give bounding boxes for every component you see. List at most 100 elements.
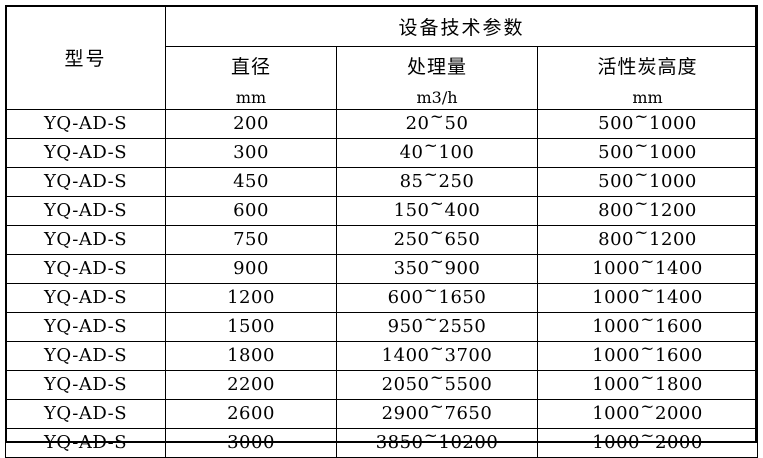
cell-carbon-height: 1000~1400 — [536, 282, 759, 313]
table-row: YQ-AD-S 3000 3850~10200 1000~2000 — [5, 427, 759, 458]
table-body: 型号 设备技术参数 直径 mm 处理量 m3/h 活性炭高度 mm YQ-AD-… — [5, 5, 759, 458]
cell-diameter: 1500 — [165, 312, 337, 342]
header-row-sub: 直径 mm 处理量 m3/h 活性炭高度 mm — [6, 46, 759, 110]
cell-flow-min: 2900 — [381, 403, 430, 424]
cell-flow-max: 50 — [444, 113, 469, 134]
cell-flow: 250~650 — [336, 224, 538, 255]
cell-diameter: 1800 — [165, 341, 337, 371]
cell-flow-max: 10200 — [438, 432, 499, 453]
table-row: YQ-AD-S 450 85~250 500~1000 — [5, 166, 759, 197]
cell-flow: 2900~7650 — [336, 398, 538, 429]
cell-carbon-height-max: 1800 — [655, 374, 703, 395]
cell-carbon-height-max: 1600 — [655, 345, 703, 366]
cell-model: YQ-AD-S — [5, 370, 166, 400]
cell-flow-max: 2550 — [438, 316, 487, 337]
cell-model: YQ-AD-S — [5, 109, 166, 139]
cell-carbon-height-min: 1000 — [592, 345, 640, 366]
cell-diameter: 450 — [165, 167, 337, 197]
cell-diameter: 2600 — [165, 399, 337, 429]
cell-model: YQ-AD-S — [5, 312, 166, 342]
cell-carbon-height-max: 2000 — [655, 432, 703, 453]
cell-flow: 40~100 — [336, 137, 538, 168]
table-row: YQ-AD-S 1500 950~2550 1000~1600 — [5, 311, 759, 342]
table-row: YQ-AD-S 200 20~50 500~1000 — [5, 108, 759, 139]
cell-flow-max: 1650 — [438, 287, 487, 308]
cell-flow: 85~250 — [336, 166, 538, 197]
cell-carbon-height: 1000~1600 — [536, 340, 759, 371]
table-row: YQ-AD-S 750 250~650 800~1200 — [5, 224, 759, 255]
cell-flow-max: 650 — [444, 229, 481, 250]
table-row: YQ-AD-S 2200 2050~5500 1000~1800 — [5, 369, 759, 400]
column-header-carbon-height-name: 活性炭高度 — [597, 55, 698, 78]
cell-flow-max: 400 — [444, 200, 481, 221]
cell-flow: 3850~10200 — [336, 427, 538, 458]
column-header-flow-unit: m3/h — [416, 87, 458, 107]
column-header-model: 型号 — [5, 5, 166, 110]
cell-carbon-height-min: 500 — [598, 113, 635, 134]
cell-flow-min: 250 — [393, 229, 430, 250]
table-row: YQ-AD-S 2600 2900~7650 1000~2000 — [5, 398, 759, 429]
cell-carbon-height-max: 1000 — [649, 171, 697, 192]
cell-carbon-height: 1000~1400 — [536, 253, 759, 284]
cell-carbon-height-min: 1000 — [592, 374, 640, 395]
cell-flow-min: 85 — [399, 171, 424, 192]
cell-diameter: 1200 — [165, 283, 337, 313]
cell-flow-min: 2050 — [381, 374, 430, 395]
cell-carbon-height-min: 1000 — [592, 258, 640, 279]
cell-diameter: 900 — [165, 254, 337, 284]
cell-flow-max: 5500 — [444, 374, 493, 395]
cell-flow-min: 1400 — [381, 345, 430, 366]
column-header-diameter-name: 直径 — [230, 55, 271, 78]
column-header-group-title: 设备技术参数 — [164, 5, 759, 47]
cell-carbon-height: 500~1000 — [536, 137, 759, 168]
cell-model: YQ-AD-S — [5, 196, 166, 226]
cell-diameter: 200 — [165, 109, 337, 139]
cell-carbon-height-max: 1000 — [649, 113, 697, 134]
column-header-diameter-unit: mm — [235, 87, 267, 107]
table-row: YQ-AD-S 600 150~400 800~1200 — [5, 195, 759, 226]
cell-carbon-height-min: 500 — [598, 142, 635, 163]
equipment-spec-table: 型号 设备技术参数 直径 mm 处理量 m3/h 活性炭高度 mm YQ-AD-… — [5, 5, 759, 458]
cell-carbon-height-min: 500 — [598, 171, 635, 192]
cell-flow-max: 7650 — [444, 403, 493, 424]
table-row: YQ-AD-S 1800 1400~3700 1000~1600 — [5, 340, 759, 371]
cell-flow: 150~400 — [336, 195, 538, 226]
cell-carbon-height: 1000~1800 — [536, 369, 759, 400]
cell-carbon-height-max: 1400 — [655, 287, 703, 308]
cell-model: YQ-AD-S — [5, 167, 166, 197]
cell-carbon-height: 1000~2000 — [536, 427, 759, 458]
cell-flow-max: 3700 — [444, 345, 493, 366]
cell-carbon-height: 800~1200 — [536, 195, 759, 226]
cell-model: YQ-AD-S — [5, 225, 166, 255]
cell-model: YQ-AD-S — [5, 399, 166, 429]
cell-model: YQ-AD-S — [5, 283, 166, 313]
cell-carbon-height-min: 800 — [598, 229, 635, 250]
cell-carbon-height-min: 1000 — [592, 316, 640, 337]
table-row: YQ-AD-S 300 40~100 500~1000 — [5, 137, 759, 168]
cell-carbon-height: 500~1000 — [536, 108, 759, 139]
cell-diameter: 300 — [165, 138, 337, 168]
cell-carbon-height-min: 800 — [598, 200, 635, 221]
column-header-carbon-height: 活性炭高度 mm — [536, 46, 759, 110]
cell-flow-max: 100 — [438, 142, 475, 163]
cell-flow-max: 250 — [438, 171, 475, 192]
cell-flow: 350~900 — [336, 253, 538, 284]
cell-carbon-height-max: 1200 — [649, 229, 697, 250]
column-header-diameter: 直径 mm — [165, 46, 337, 110]
cell-carbon-height-max: 1200 — [649, 200, 697, 221]
cell-diameter: 2200 — [165, 370, 337, 400]
cell-carbon-height-max: 2000 — [655, 403, 703, 424]
cell-flow-min: 600 — [387, 287, 424, 308]
column-header-flow: 处理量 m3/h — [336, 46, 538, 110]
cell-diameter: 600 — [165, 196, 337, 226]
cell-carbon-height: 800~1200 — [536, 224, 759, 255]
cell-flow-min: 150 — [393, 200, 430, 221]
column-header-flow-name: 处理量 — [406, 55, 467, 78]
cell-flow: 2050~5500 — [336, 369, 538, 400]
cell-carbon-height-min: 1000 — [592, 432, 640, 453]
column-header-carbon-height-unit: mm — [632, 87, 663, 107]
cell-carbon-height-max: 1600 — [655, 316, 703, 337]
cell-flow-min: 40 — [399, 142, 424, 163]
cell-carbon-height: 1000~2000 — [536, 398, 759, 429]
